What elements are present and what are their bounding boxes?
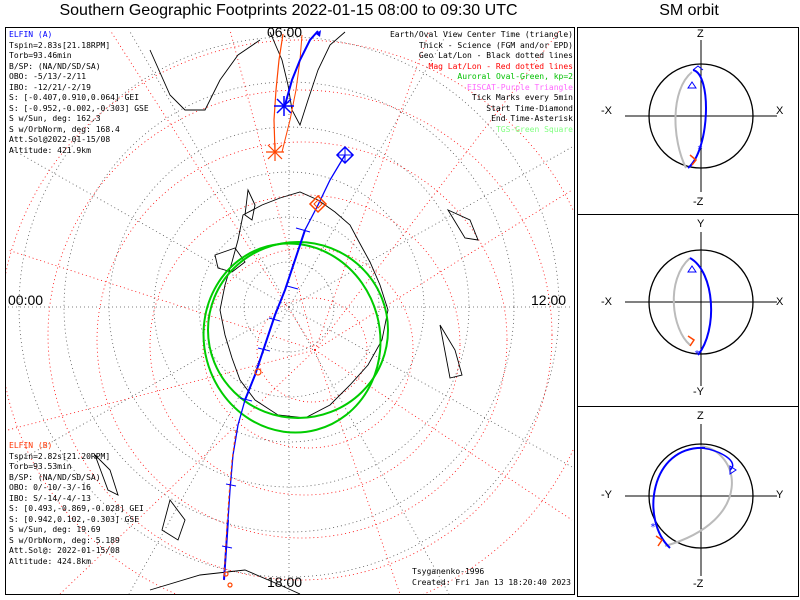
elfin-a-info: ELFIN (A) Tspin=2.83s[21.18RPM] Torb=93.…: [9, 30, 149, 156]
info-line: S w/Sun, deg: 162.3: [9, 114, 101, 123]
sm-orbit-frame: [577, 27, 799, 597]
legend-item: End Time-Asterisk: [491, 114, 573, 123]
clock-label-left: 00:00: [8, 292, 44, 308]
legend-item: EISCAT-Purple Triangle: [467, 82, 573, 92]
legend-item: Tick Marks every 5min: [471, 93, 573, 102]
info-line: S w/Sun, deg: 19.69: [9, 525, 101, 534]
elfin-b-start-diamond: [308, 194, 328, 214]
info-line: OBO: -5/13/-2/11: [9, 72, 87, 81]
footprint-map-frame: [5, 27, 575, 595]
info-line: B/SP: (NA/ND/SD/SA): [9, 472, 101, 482]
clock-label-right: 12:00: [531, 292, 567, 308]
sm1-axis-left: -X: [601, 105, 612, 117]
info-line: IBO: -12/21/-2/19: [9, 82, 91, 92]
elfin-b-markers: [223, 368, 262, 588]
elfin-a-trace: [223, 30, 346, 581]
mag-lon-grid: [7, 29, 573, 594]
legend-item: TGS-Green Square: [495, 124, 573, 134]
info-line: Att.Sol@2022-01-15/08: [9, 135, 111, 144]
legend: Earth/Oval View Center Time (triangle) T…: [390, 30, 573, 135]
elfin-b-end-asterisk: [266, 143, 284, 161]
sm-panel-divider: [577, 214, 799, 215]
info-line: Altitude: 421.9km: [9, 145, 91, 155]
elfin-b-trace: [273, 33, 303, 153]
tick-marks: [221, 227, 311, 549]
elfin-b-info: ELFIN (B) Tspin=2.82s[21.20RPM] Torb=93.…: [9, 441, 144, 567]
legend-item: Geo Lat/Lon - Black dotted lines: [418, 51, 573, 60]
geo-lon-grid: [7, 29, 573, 594]
sm3-axis-bottom: -Z: [693, 578, 704, 590]
polar-footprint-map: [6, 29, 574, 594]
info-line: S: [-0.407,0.910,0.064] GEI: [9, 93, 140, 102]
elfin-b-overlay: [223, 429, 237, 581]
info-line: S: [0.493,-0.869,-0.028] GEI: [9, 504, 144, 513]
sm3-axis-top: Z: [697, 410, 704, 422]
info-line: OBO: 0/-10/-3/-16: [9, 483, 91, 492]
info-line: Torb=93.46min: [9, 51, 72, 60]
page-title: Southern Geographic Footprints 2022-01-1…: [59, 2, 518, 19]
info-line: Altitude: 424.8km: [9, 556, 91, 566]
info-line: S: [-0.952,-0.002,-0.303] GSE: [9, 103, 149, 113]
info-line: IBO: S/-14/-4/-13: [9, 493, 91, 503]
elfin-a-end-asterisk: [274, 96, 294, 116]
legend-item: Start Time-Diamond: [486, 103, 573, 113]
sm2-axis-bottom: -Y: [693, 386, 704, 398]
trace-start-triangle: [316, 30, 321, 37]
sm1-axis-right: X: [776, 105, 784, 117]
sm3-axis-right: Y: [776, 489, 784, 501]
sm3-axis-left: -Y: [601, 489, 612, 501]
info-line: Att.Sol@: 2022-01-15/08: [9, 546, 120, 555]
legend-item: Auroral Oval-Green, kp=2: [457, 72, 573, 81]
info-line: S w/OrbNorm, deg: 168.4: [9, 124, 120, 134]
sm-panel-divider: [577, 406, 799, 407]
sm2-axis-top: Y: [697, 218, 705, 230]
mag-lat-grid: [6, 39, 574, 594]
continent-outlines: [94, 31, 479, 594]
auroral-oval: [202, 241, 389, 434]
sm2-axis-left: -X: [601, 296, 612, 308]
info-line: B/SP: (NA/ND/SD/SA): [9, 61, 101, 71]
created-timestamp: Created: Fri Jan 13 18:20:40 2023: [412, 578, 571, 587]
info-line: S w/OrbNorm, deg: 5.189: [9, 535, 120, 545]
info-line: S: [0.942,0.102,-0.303] GSE: [9, 514, 140, 524]
clock-label-bottom: 18:00: [267, 574, 303, 590]
sm1-axis-top: Z: [697, 28, 704, 40]
info-line: Tspin=2.82s[21.20RPM]: [9, 451, 111, 461]
sm-orbit-title: SM orbit: [659, 2, 719, 19]
legend-item: Earth/Oval View Center Time (triangle): [389, 30, 573, 39]
elfin-b-name: ELFIN (B): [9, 441, 53, 450]
legend-item: Thick - Science (FGM and/or EPD): [418, 40, 573, 50]
info-line: Torb=93.53min: [9, 462, 72, 471]
sm1-axis-bottom: -Z: [693, 196, 704, 208]
sm2-axis-right: X: [776, 296, 784, 308]
clock-label-top: 06:00: [267, 24, 303, 40]
elfin-a-name: ELFIN (A): [9, 30, 53, 39]
model-credit: Tsyganenko-1996: [412, 567, 485, 576]
elfin-a-start-diamond: [335, 145, 355, 165]
legend-item: Mag Lat/Lon - Red dotted lines: [428, 61, 574, 71]
info-line: Tspin=2.83s[21.18RPM]: [9, 40, 111, 50]
